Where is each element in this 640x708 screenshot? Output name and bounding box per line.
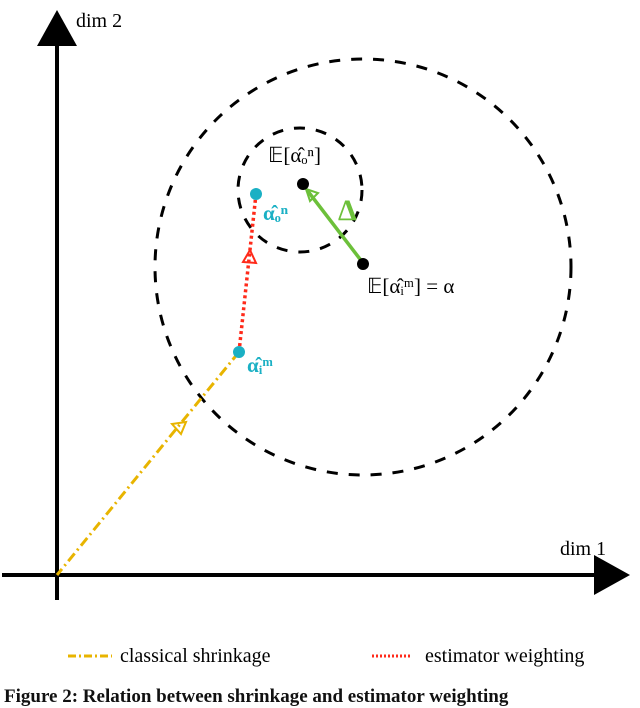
outer-estimate-label: α̂ₒⁿ — [263, 201, 289, 225]
expected-inner-point — [357, 258, 369, 270]
figure-caption: Figure 2: Relation between shrinkage and… — [4, 686, 509, 707]
expected-outer-label: 𝔼[α̂ₒⁿ] — [268, 143, 321, 167]
delta-arrow-icon — [304, 187, 320, 203]
outer-estimate-point — [250, 188, 262, 200]
expected-outer-point — [297, 178, 309, 190]
inner-estimate-label: α̂ᵢᵐ — [247, 353, 273, 377]
delta-label: Δ — [338, 194, 357, 227]
legend-shrinkage-label: classical shrinkage — [120, 645, 271, 667]
classical-shrinkage-line — [55, 351, 241, 576]
weighting-arrow-icon — [241, 247, 258, 265]
inner-estimate-point — [233, 346, 245, 358]
large-dashed-circle — [153, 57, 573, 477]
shrinkage-arrow-icon — [170, 420, 188, 436]
x-axis-label: dim 1 — [560, 538, 606, 560]
small-dashed-circle — [236, 126, 364, 254]
y-axis-label: dim 2 — [76, 10, 122, 32]
expected-inner-label: 𝔼[α̂ᵢᵐ] = α — [367, 274, 454, 298]
delta-line — [305, 188, 365, 265]
legend-weighting-label: estimator weighting — [425, 645, 584, 667]
estimator-weighting-line — [237, 193, 258, 353]
